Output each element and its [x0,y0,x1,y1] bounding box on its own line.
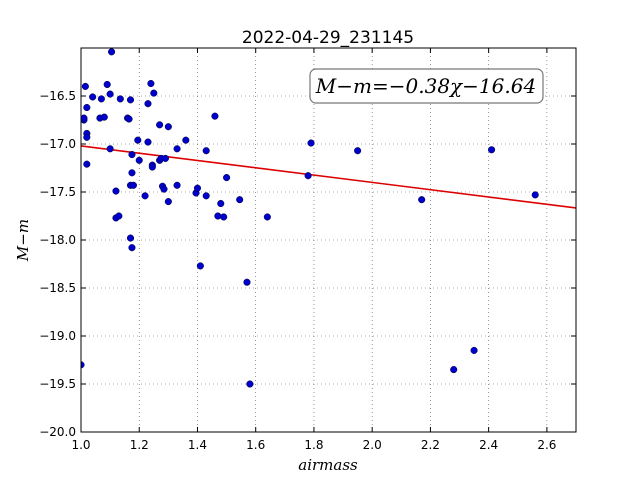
data-point [164,198,172,206]
data-point [81,82,89,90]
data-point [488,146,496,154]
y-tick-label: −17.5 [39,185,76,199]
x-tick-label: 1.2 [130,438,149,452]
y-tick-label: −20.0 [39,425,76,439]
x-tick-label: 2.4 [479,438,498,452]
data-point [144,138,152,146]
data-point [161,154,169,162]
data-point [106,145,114,153]
data-point [81,114,88,122]
data-point [128,169,136,177]
data-point [202,147,210,155]
data-point [196,262,204,270]
data-point [173,145,181,153]
y-tick-label: −19.5 [39,377,76,391]
x-tick-label: 2.0 [363,438,382,452]
data-point [470,346,478,354]
fit-equation-box [309,68,544,104]
x-tick-label: 2.6 [537,438,556,452]
data-point [125,115,133,123]
data-point [103,80,111,89]
data-point [83,103,91,112]
data-point [126,234,135,242]
y-tick-label: −16.5 [39,89,76,103]
data-point [304,172,312,180]
data-point [129,181,137,189]
data-point [83,160,91,168]
data-point [164,123,172,131]
data-point [211,112,219,120]
plot-area: 1.0 1.2 1.4 1.6 1.8 2.0 2.2 2.4 2.6 −16.5 −17.0 −17… [39,47,577,452]
y-tick-label: −19.0 [39,329,76,343]
x-axis-label: airmass [298,456,358,474]
x-tick-label: 1.0 [71,438,90,452]
data-point [89,93,97,101]
data-point [81,361,85,369]
data-point [83,133,91,141]
data-point [106,90,114,98]
data-point [236,196,244,204]
data-point [144,100,152,108]
x-tick-label: 1.6 [246,438,265,452]
data-point [354,147,362,155]
x-tick-label: 1.8 [304,438,323,452]
data-point [263,213,271,221]
data-point [223,174,231,182]
data-point [116,95,124,103]
x-tick-label: 2.2 [421,438,440,452]
data-point [193,184,202,192]
data-point [160,185,168,193]
data-point [182,136,190,144]
data-point [148,163,156,171]
x-tick-label: 1.4 [188,438,207,452]
data-point [128,151,136,159]
data-point [246,380,254,388]
data-point [141,192,149,200]
data-point [115,212,123,220]
y-tick-label: −17.0 [39,137,76,151]
data-point [112,187,120,195]
data-point [97,95,105,103]
data-point [220,213,228,221]
data-point [214,212,222,220]
data-point [173,181,181,189]
data-point [217,199,225,208]
data-point [135,156,143,164]
data-point [307,139,315,147]
data-point [531,191,539,199]
data-point [128,244,136,252]
data-point [450,366,458,374]
y-tick-label: −18.0 [39,233,76,247]
data-point [418,196,426,204]
data-point [243,278,251,286]
data-point [100,113,108,121]
chart-title: 2022-04-29_231145 [242,28,414,48]
data-point [156,121,164,129]
y-tick-label: −18.5 [39,281,76,295]
data-point [108,48,116,56]
data-point [147,79,155,88]
data-point [134,136,142,144]
data-point [126,96,135,104]
fit-equation: M−m=−0.38χ−16.64 [315,74,536,98]
data-point [150,89,158,97]
data-point [202,192,210,200]
y-axis-label: M−m [14,219,32,262]
